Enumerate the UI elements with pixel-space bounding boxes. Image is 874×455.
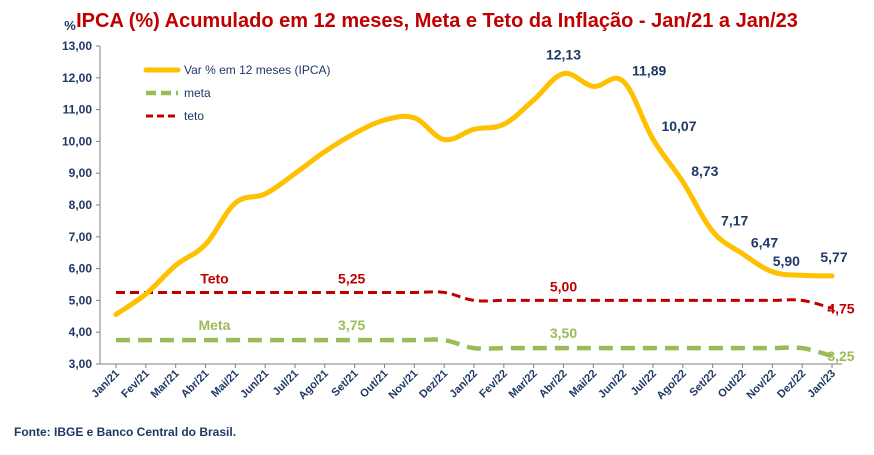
series-lines bbox=[113, 70, 835, 359]
ipca-series-line bbox=[113, 70, 835, 317]
x-tick-label: Jun/22 bbox=[596, 368, 629, 401]
reference-annotation: 5,25 bbox=[338, 270, 365, 286]
legend-label: Var % em 12 meses (IPCA) bbox=[184, 63, 330, 77]
x-tick-label: Jan/22 bbox=[447, 368, 480, 401]
x-tick-label: Nov/22 bbox=[744, 368, 778, 402]
y-tick-label: 12,00 bbox=[62, 71, 92, 85]
ipca-data-label: 5,90 bbox=[773, 253, 800, 269]
x-tick-label: Nov/21 bbox=[386, 368, 420, 402]
legend-label: meta bbox=[184, 86, 211, 100]
reference-annotation: 3,25 bbox=[827, 348, 854, 364]
x-tick-label: Jan/21 bbox=[89, 368, 122, 401]
y-tick-label: 8,00 bbox=[69, 198, 93, 212]
y-tick-label: 11,00 bbox=[63, 103, 93, 117]
x-tick-label: Jan/23 bbox=[805, 368, 838, 401]
y-tick-label: 5,00 bbox=[69, 293, 93, 307]
source-note: Fonte: IBGE e Banco Central do Brasil. bbox=[14, 425, 236, 439]
y-tick-label: 4,00 bbox=[69, 325, 93, 339]
x-tick-label: Ago/22 bbox=[655, 368, 689, 402]
ipca-data-label: 5,77 bbox=[820, 249, 847, 265]
data-labels: 12,13 11,89 10,07 8,73 7,176,47 5,90 5,77 Teto 5… bbox=[198, 47, 854, 364]
chart-title: IPCA (%) Acumulado em 12 meses, Meta e T… bbox=[76, 10, 798, 32]
reference-annotation: Meta bbox=[198, 317, 230, 333]
x-tick-label: Dez/21 bbox=[417, 368, 450, 401]
y-tick-label: 10,00 bbox=[62, 134, 92, 148]
x-tick-label: Abr/21 bbox=[179, 368, 212, 401]
x-tick-label: Dez/22 bbox=[775, 368, 808, 401]
x-tick-label: Out/21 bbox=[358, 368, 391, 401]
y-tick-label: 13,00 bbox=[62, 39, 92, 53]
x-tick-label: Fev/22 bbox=[477, 368, 510, 401]
y-tick-label: 9,00 bbox=[69, 166, 93, 180]
reference-annotation: 4,75 bbox=[827, 300, 854, 316]
x-tick-label: Set/21 bbox=[329, 368, 360, 399]
legend-label: teto bbox=[184, 109, 204, 123]
y-tick-label: 6,00 bbox=[69, 262, 93, 276]
x-tick-label: Out/22 bbox=[716, 368, 749, 401]
x-tick-label: Ago/21 bbox=[297, 368, 331, 402]
reference-annotation: 3,75 bbox=[338, 317, 365, 333]
y-unit-label: % bbox=[64, 18, 76, 33]
x-tick-label: Mai/21 bbox=[209, 368, 241, 400]
ipca-data-label: 10,07 bbox=[661, 118, 696, 134]
x-tick-label: Mai/22 bbox=[567, 368, 599, 400]
x-tick-label: Jun/21 bbox=[238, 368, 271, 401]
y-tick-label: 7,00 bbox=[69, 230, 93, 244]
teto-series-line bbox=[115, 290, 833, 310]
ipca-data-label: 11,89 bbox=[632, 62, 666, 78]
ipca-data-label: 7,17 bbox=[721, 212, 748, 228]
reference-annotation: Teto bbox=[200, 270, 229, 286]
x-tick-label: Abr/22 bbox=[537, 368, 570, 401]
reference-annotation: 3,50 bbox=[550, 325, 577, 341]
reference-annotation: 5,00 bbox=[550, 278, 577, 294]
x-tick-label: Mar/22 bbox=[507, 368, 540, 401]
x-tick-label: Mar/21 bbox=[149, 368, 182, 401]
y-tick-label: 3,00 bbox=[69, 357, 93, 371]
ipca-data-label: 6,47 bbox=[751, 235, 778, 251]
ipca-data-label: 8,73 bbox=[691, 163, 718, 179]
x-tick-label: Set/22 bbox=[687, 368, 718, 399]
legend: Var % em 12 meses (IPCA) meta teto bbox=[143, 63, 330, 123]
ipca-data-label: 12,13 bbox=[546, 47, 581, 63]
x-tick-label: Fev/21 bbox=[119, 368, 152, 401]
y-axis-ticks: 3,00 4,00 5,00 6,00 7,00 8,00 9,00 10,00 11,00 12… bbox=[62, 39, 100, 371]
meta-series-line bbox=[115, 337, 833, 359]
